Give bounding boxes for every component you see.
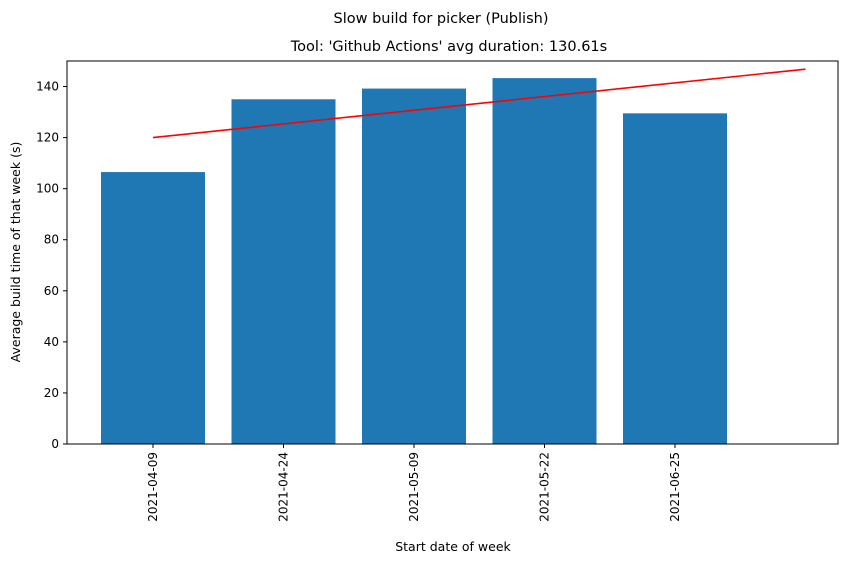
y-tick-label-120: 120 — [36, 131, 59, 145]
x-tick-label-2021-05-09: 2021-05-09 — [407, 452, 421, 522]
x-axis-label: Start date of week — [395, 539, 511, 554]
y-tick-label-60: 60 — [44, 284, 59, 298]
trend-line — [152, 68, 806, 139]
axes-frame — [66, 60, 839, 445]
x-tick-label-2021-04-09: 2021-04-09 — [146, 452, 160, 522]
bar-2021-04-09 — [101, 172, 205, 444]
bar-2021-06-25 — [623, 113, 727, 445]
y-axis-label: Average build time of that week (s) — [8, 142, 23, 363]
y-tick-label-140: 140 — [36, 80, 59, 94]
y-tick-label-40: 40 — [44, 335, 59, 349]
y-tick-label-100: 100 — [36, 182, 59, 196]
y-tick-label-80: 80 — [44, 233, 59, 247]
bar-2021-05-09 — [362, 88, 466, 445]
x-tick-label-2021-06-25: 2021-06-25 — [668, 452, 682, 522]
x-tick-label-2021-05-22: 2021-05-22 — [538, 452, 552, 522]
y-tick-label-20: 20 — [44, 386, 59, 400]
bar-2021-05-22 — [492, 78, 597, 444]
chart-suptitle: Slow build for picker (Publish) — [334, 11, 549, 27]
x-tick-label-2021-04-24: 2021-04-24 — [277, 452, 291, 522]
bar-2021-04-24 — [231, 99, 336, 445]
y-tick-label-0: 0 — [51, 437, 59, 451]
chart-title: Tool: 'Github Actions' avg duration: 130… — [290, 39, 607, 55]
plot-area — [101, 68, 806, 445]
